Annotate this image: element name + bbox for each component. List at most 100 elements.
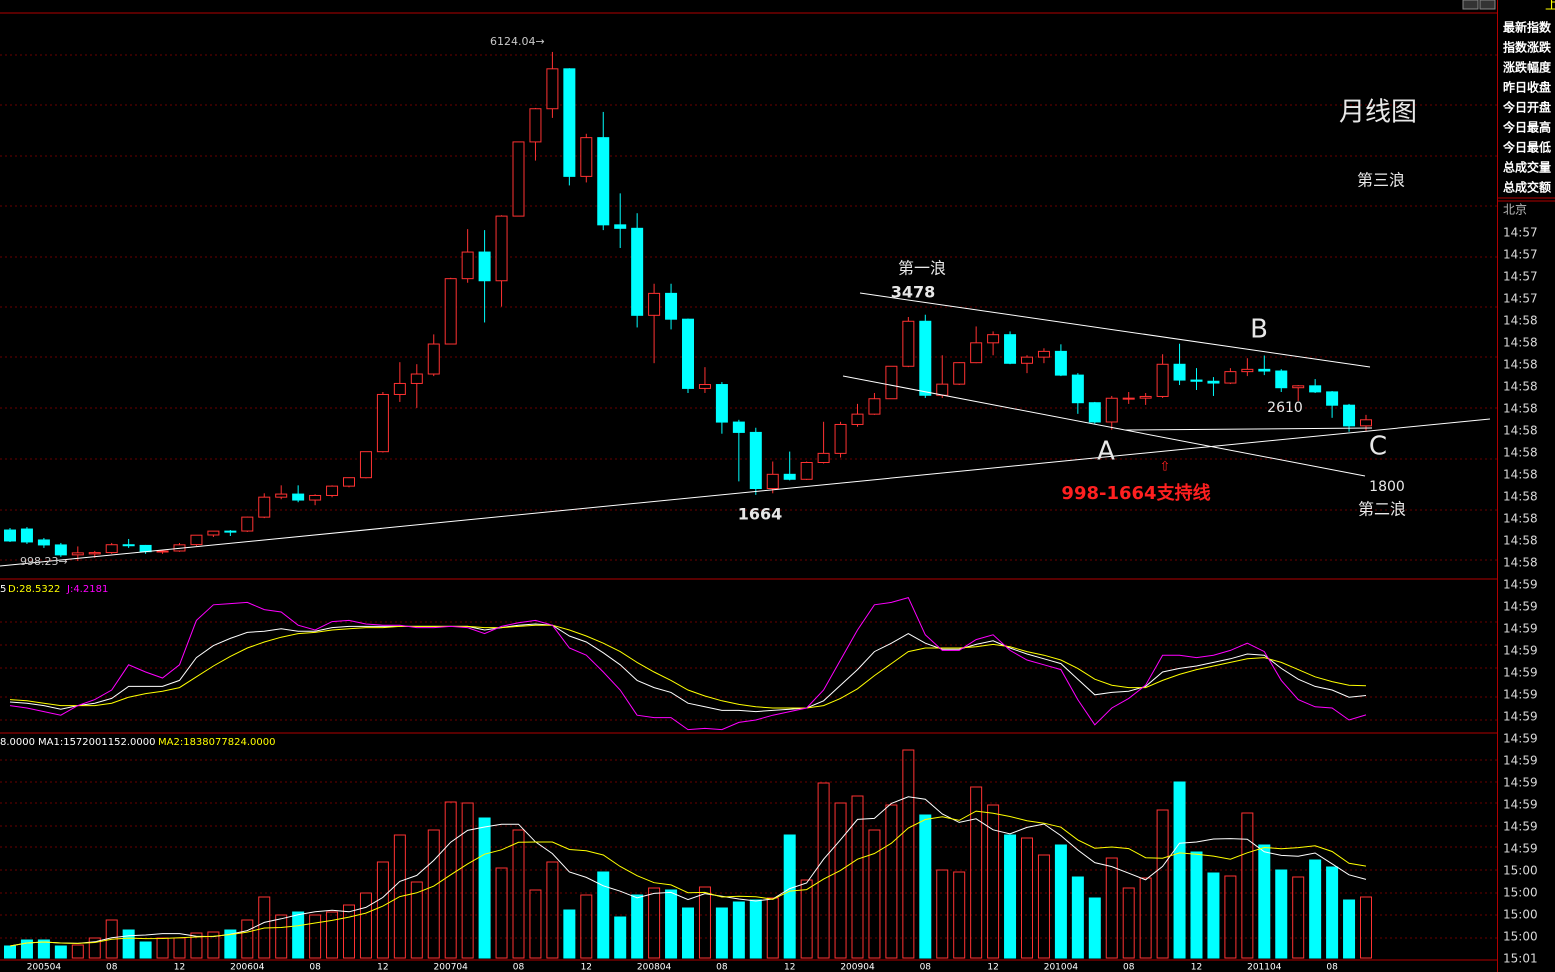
- candle-body: [343, 477, 355, 487]
- candle-body: [1088, 402, 1101, 423]
- candle-body: [1207, 380, 1220, 384]
- candle-body: [749, 431, 762, 490]
- annotation: 6124.04→: [490, 35, 545, 48]
- candle-body: [1224, 371, 1237, 384]
- candle-body: [1173, 363, 1186, 381]
- x-tick-label: 08: [1123, 963, 1135, 972]
- candle-body: [1122, 397, 1135, 400]
- quote-label: 涨跌幅度: [1503, 60, 1552, 75]
- time-label: 14:59: [1503, 754, 1538, 768]
- x-tick-label: 12: [581, 963, 592, 972]
- volume-bar: [275, 914, 288, 959]
- time-label: 14:57: [1503, 248, 1538, 262]
- candle-body: [648, 292, 661, 316]
- quote-label: 昨日收盘: [1503, 80, 1551, 95]
- x-tick-label: 12: [1191, 963, 1202, 972]
- candle-body: [444, 278, 457, 345]
- volume-bar: [427, 829, 440, 959]
- candle-body: [529, 108, 542, 143]
- volume-bar: [512, 829, 525, 959]
- time-label: 15:00: [1503, 864, 1538, 878]
- candle-body: [410, 373, 423, 384]
- time-label: 14:58: [1503, 490, 1538, 504]
- volume-bar: [1088, 897, 1101, 959]
- time-label: 14:58: [1503, 424, 1538, 438]
- annotation: 3478: [891, 283, 936, 302]
- candle-body: [817, 452, 830, 463]
- volume-bar: [1004, 834, 1017, 959]
- candle-body: [987, 334, 1000, 344]
- time-label: 14:59: [1503, 732, 1538, 746]
- volume-bar: [1326, 866, 1339, 959]
- candle-body: [1258, 368, 1271, 372]
- candle-body: [597, 137, 610, 226]
- legend-entry: J:4.2181: [66, 584, 108, 595]
- time-label: 14:59: [1503, 644, 1538, 658]
- volume-bar: [1343, 899, 1356, 959]
- time-label: 14:59: [1503, 666, 1538, 680]
- time-label: 14:59: [1503, 600, 1538, 614]
- time-label: 14:58: [1503, 534, 1538, 548]
- candle-body: [190, 534, 203, 546]
- candle-body: [461, 251, 474, 280]
- candle-body: [275, 493, 288, 498]
- candle-body: [1156, 363, 1169, 397]
- time-label: 14:59: [1503, 622, 1538, 636]
- volume-bar: [1258, 844, 1271, 959]
- quote-label: 总成交量: [1503, 160, 1551, 175]
- annotation: 第二浪: [1358, 500, 1406, 519]
- volume-bar: [936, 869, 949, 959]
- candle-body: [766, 473, 779, 490]
- candle-body: [1309, 385, 1322, 393]
- x-tick-label: 08: [106, 963, 118, 972]
- candle-body: [427, 343, 440, 375]
- volume-bar: [563, 909, 576, 959]
- volume-bar: [529, 889, 542, 959]
- volume-bar: [1122, 887, 1135, 959]
- legend-entry: MA2:1838077824.0000: [158, 737, 275, 748]
- candle-body: [258, 496, 271, 518]
- candle-body: [885, 365, 898, 400]
- volume-bar: [309, 914, 322, 959]
- candle-body: [207, 530, 220, 536]
- candle-body: [868, 398, 881, 415]
- volume-bar: [1292, 876, 1305, 959]
- x-tick-label: 12: [174, 963, 185, 972]
- annotation: 998-1664支持线: [1061, 482, 1210, 504]
- time-label: 14:59: [1503, 820, 1538, 834]
- volume-bar: [224, 929, 237, 959]
- candle-body: [1037, 350, 1050, 358]
- annotation: C: [1369, 432, 1387, 462]
- legend-entry: D:28.5322: [8, 584, 60, 595]
- volume-bar: [1156, 809, 1169, 959]
- volume-bar: [207, 931, 220, 959]
- scroll-button[interactable]: [1479, 0, 1496, 10]
- candle-body: [1343, 404, 1356, 427]
- volume-bar: [20, 939, 33, 959]
- neck-line: [1124, 427, 1373, 431]
- candle-body: [614, 224, 627, 229]
- volume-bar: [292, 911, 305, 959]
- volume-bar: [817, 782, 830, 959]
- candle-body: [359, 451, 372, 479]
- time-label: 14:58: [1503, 402, 1538, 416]
- candle-body: [1004, 334, 1017, 364]
- volume-bar: [139, 941, 152, 959]
- volume-bar: [987, 804, 1000, 959]
- candle-body: [37, 539, 50, 546]
- trend-lines: [0, 292, 1491, 567]
- volume-bar: [1037, 854, 1050, 959]
- candle-body: [139, 544, 152, 553]
- scroll-button[interactable]: [1462, 0, 1479, 10]
- volume-bar: [1224, 875, 1237, 959]
- time-label: 14:58: [1503, 556, 1538, 570]
- time-label: 14:59: [1503, 842, 1538, 856]
- volume-bar: [1360, 896, 1372, 959]
- candle-body: [105, 544, 118, 554]
- volume-bar: [410, 881, 423, 959]
- volume-bar: [393, 834, 406, 959]
- volume-bar: [614, 916, 627, 959]
- time-label: 14:57: [1503, 270, 1538, 284]
- volume-bar: [902, 749, 915, 959]
